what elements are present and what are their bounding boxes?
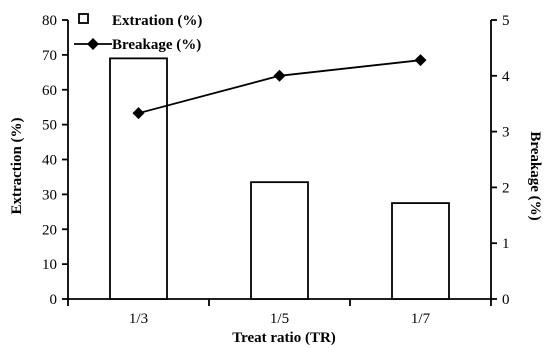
line-point — [273, 69, 286, 82]
y2-axis-title: Breakage (%) — [527, 131, 543, 220]
x-tick-label: 1/3 — [129, 311, 148, 327]
line-point — [132, 107, 145, 120]
legend-line-marker — [87, 38, 99, 50]
y-axis-title: Extraction (%) — [9, 117, 25, 214]
x-tick-label: 1/5 — [270, 311, 289, 327]
y2-tick-label: 0 — [502, 292, 510, 308]
x-axis-title: Treat ratio (TR) — [232, 330, 336, 346]
legend: Extration (%) Breakage (%) — [74, 13, 202, 53]
y2-tick-label: 2 — [502, 180, 510, 196]
bar — [391, 202, 450, 300]
y-tick-label: 20 — [42, 222, 57, 238]
y2-tick-label: 3 — [502, 125, 510, 141]
y-tick-label: 30 — [42, 187, 57, 203]
y-tick-label: 50 — [42, 118, 57, 134]
bar — [250, 181, 309, 300]
y-tick-label: 10 — [42, 257, 57, 273]
y-tick-label: 0 — [50, 292, 58, 308]
y2-tick-label: 4 — [502, 69, 510, 85]
line-path — [138, 59, 421, 115]
legend-bar-label: Extration (%) — [112, 13, 202, 29]
tick-labels: 0 10 20 30 40 50 60 70 80 0 1 2 3 4 5 1/3 1/5 1/7 — [42, 13, 510, 327]
y-tick-label: 80 — [42, 13, 57, 29]
y-tick-label: 40 — [42, 153, 57, 169]
line-point — [414, 54, 427, 67]
bar — [109, 57, 168, 300]
legend-bar-swatch — [78, 13, 89, 24]
line-series — [132, 54, 427, 120]
legend-line-label: Breakage (%) — [112, 37, 201, 53]
y-tick-label: 70 — [42, 48, 57, 64]
x-tick-label: 1/7 — [411, 311, 431, 327]
bar-series — [109, 57, 450, 300]
y2-tick-label: 1 — [502, 236, 510, 252]
y2-tick-label: 5 — [502, 13, 510, 29]
y-tick-label: 60 — [42, 83, 57, 99]
